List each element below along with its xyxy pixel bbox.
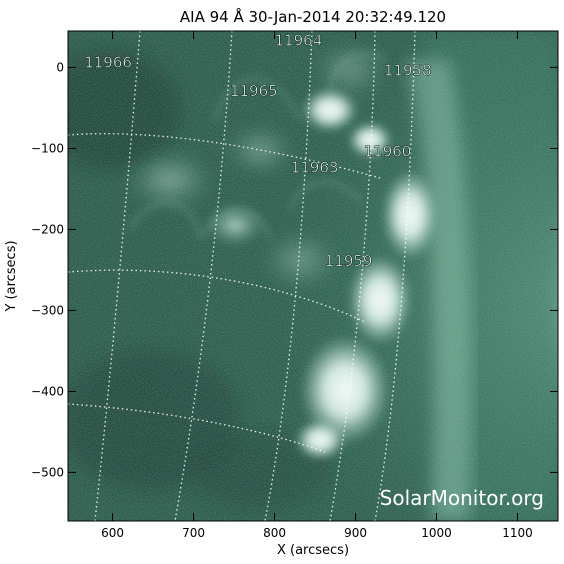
y-tick-label: −300 [31,303,64,317]
x-tick-label: 1000 [421,526,452,540]
y-tick-label: −100 [31,141,64,155]
active-region-label: 11958 [384,62,432,80]
active-region-labels: 11966 11964 11965 11958 11960 11963 11959 [84,31,432,270]
x-axis-label: X (arcsecs) [277,543,349,558]
x-tick-label: 800 [263,526,286,540]
y-axis-label: Y (arcsecs) [4,240,19,312]
y-axis: 0 −100 −200 −300 −400 −500 [31,60,558,479]
active-region-label: 11964 [275,32,323,50]
x-axis: 600 700 800 900 1000 1100 [101,31,533,540]
y-tick-label: −500 [31,465,64,479]
active-region-label: 11963 [291,159,339,177]
x-tick-label: 1100 [502,526,533,540]
x-tick-label: 700 [182,526,205,540]
y-tick-label: −400 [31,384,64,398]
active-region-label: 11960 [364,143,412,161]
solar-disk-image: 11966 11964 11965 11958 11960 11963 11959 Sola… [68,31,558,521]
plot-title: AIA 94 Å 30-Jan-2014 20:32:49.120 [180,7,446,26]
x-tick-label: 900 [344,526,367,540]
x-tick-label: 600 [101,526,124,540]
solarmonitor-watermark: SolarMonitor.org [380,486,544,510]
active-region-label: 11966 [84,53,132,71]
y-tick-label: 0 [56,60,64,74]
y-tick-label: −200 [31,222,64,236]
active-region-label: 11959 [325,252,373,270]
active-region-label: 11965 [230,82,278,100]
heliographic-grid [68,31,416,521]
plot-frame [67,30,559,522]
